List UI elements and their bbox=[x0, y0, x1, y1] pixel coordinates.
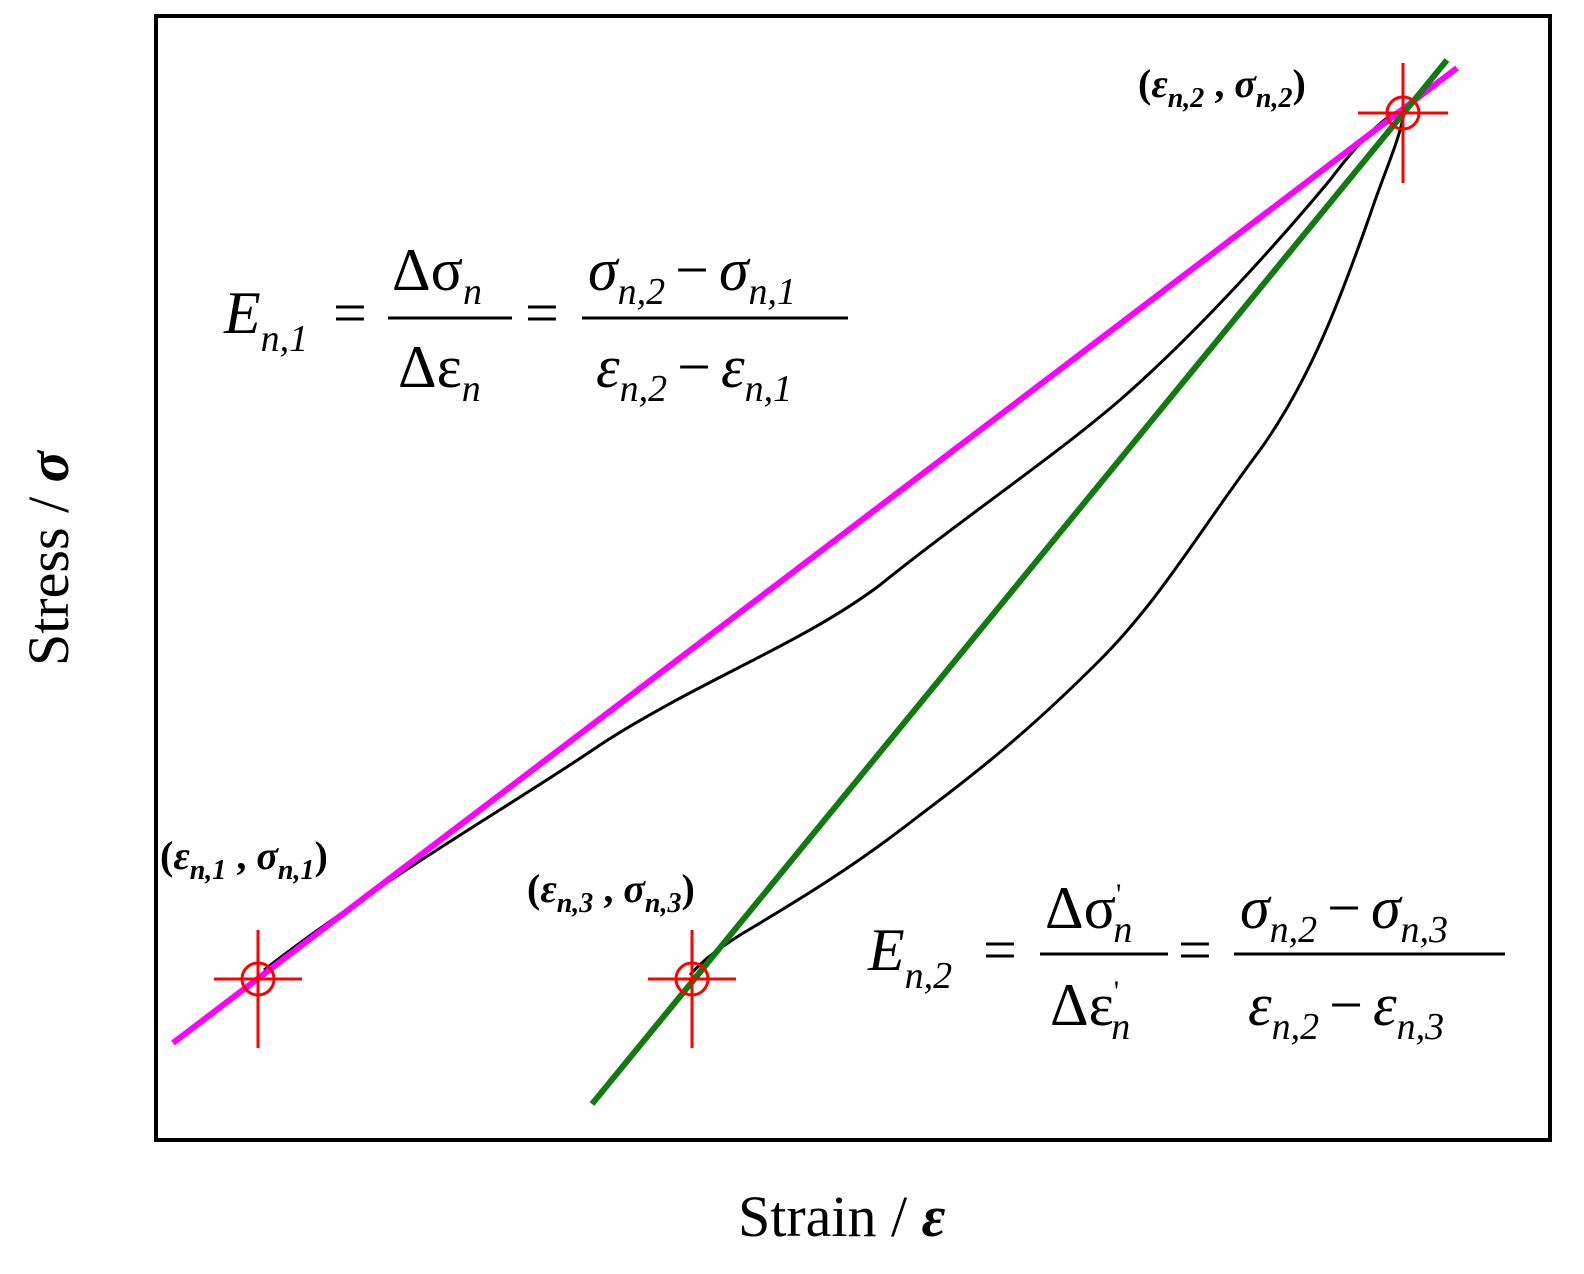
x-axis-label: Strain / ε bbox=[738, 1184, 946, 1249]
formula2-frac1-num: Δσ' n bbox=[1045, 875, 1132, 951]
formula2-frac1-den: Δε' n bbox=[1050, 972, 1130, 1048]
formula1-eq2: = bbox=[525, 280, 559, 346]
secant-line-en2 bbox=[589, 58, 1450, 1106]
formula1-frac1-den: Δεn bbox=[398, 334, 481, 410]
loading-branch-curve bbox=[263, 106, 1406, 972]
formula1-lhs: En,1 bbox=[223, 280, 308, 360]
marker-point-n1 bbox=[214, 930, 302, 1048]
formula-en2: En,2 = Δσ' n Δε' n = σn,2− σn,3 εn,2− εn,3 bbox=[867, 875, 1505, 1048]
formula2-eq1: = bbox=[983, 917, 1017, 983]
marker-point-n3 bbox=[648, 930, 736, 1048]
secant-line-en1 bbox=[171, 65, 1459, 1046]
formula1-frac2-den: εn,2− εn,1 bbox=[596, 334, 792, 410]
y-axis-label: Stress / σ bbox=[16, 449, 81, 666]
point-label-n1: (εn,1 , σn,1) bbox=[160, 833, 328, 886]
unloading-branch-curve bbox=[688, 107, 1407, 976]
formula2-frac2-num: σn,2− σn,3 bbox=[1240, 875, 1448, 951]
formula2-frac2-den: εn,2− εn,3 bbox=[1248, 972, 1444, 1048]
formula2-lhs: En,2 bbox=[867, 917, 952, 997]
formula1-frac2-num: σn,2− σn,1 bbox=[588, 237, 796, 313]
marker-point-n2 bbox=[1358, 63, 1448, 183]
plot-frame bbox=[154, 14, 1552, 1142]
formula-en1: En,1 = Δσn Δεn = σn,2− σn,1 εn,2− εn,1 bbox=[223, 237, 848, 410]
formula2-eq2: = bbox=[1178, 917, 1212, 983]
point-label-n3: (εn,3 , σn,3) bbox=[527, 866, 695, 919]
formula1-eq1: = bbox=[333, 280, 367, 346]
point-label-n2: (εn,2 , σn,2) bbox=[1138, 61, 1306, 114]
formula1-frac1-num: Δσn bbox=[392, 237, 482, 313]
